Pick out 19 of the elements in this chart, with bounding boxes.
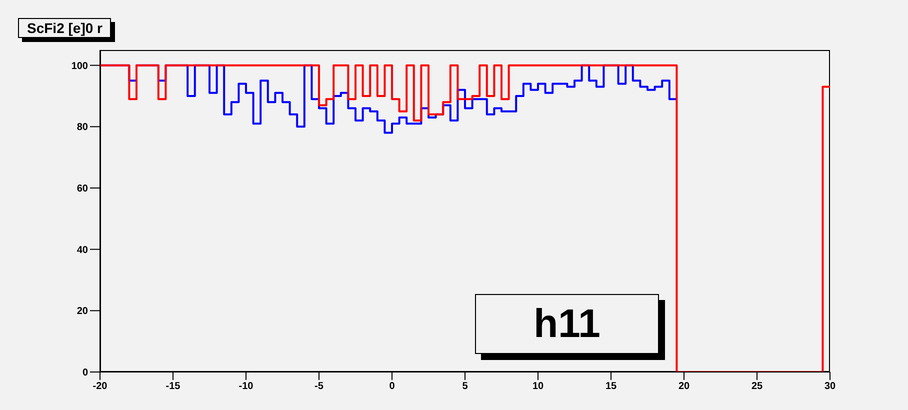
x-tick-label: 0 (389, 381, 396, 392)
x-tick-label: 25 (751, 381, 763, 392)
x-tick-label: 15 (605, 381, 617, 392)
x-tick-label: -10 (238, 381, 254, 392)
y-tick-label: 100 (71, 60, 88, 72)
x-tick-label: 10 (532, 381, 544, 392)
y-tick-label: 80 (76, 122, 88, 134)
x-tick-label: -15 (166, 381, 181, 392)
x-tick-label: 20 (678, 381, 690, 392)
annotation: h11 (475, 294, 659, 354)
y-tick-label: 20 (76, 306, 88, 318)
x-tick-label: -20 (92, 381, 108, 392)
y-tick-label: 40 (76, 244, 88, 256)
y-tick-label: 0 (82, 368, 88, 379)
x-tick-label: 30 (824, 381, 836, 392)
x-tick-label: -5 (314, 381, 324, 392)
x-tick-label: 5 (462, 381, 468, 392)
chart-title: ScFi2 [e]0 r (18, 18, 112, 38)
y-tick-label: 60 (76, 184, 88, 195)
